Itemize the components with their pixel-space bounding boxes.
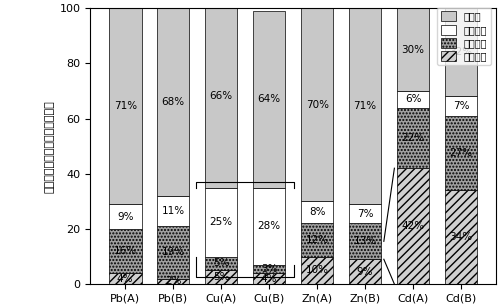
Bar [301, 223, 334, 257]
Bar [253, 11, 286, 188]
Text: 30%: 30% [402, 45, 424, 55]
Bar [157, 8, 190, 196]
Bar [253, 188, 286, 265]
Bar [157, 196, 190, 226]
Text: 10%: 10% [306, 265, 328, 275]
Bar [205, 257, 238, 270]
Bar [349, 204, 382, 223]
Bar [397, 8, 430, 91]
Bar [397, 107, 430, 168]
Text: 70%: 70% [306, 100, 328, 110]
Text: 6%: 6% [405, 94, 421, 104]
Text: 16%: 16% [114, 246, 136, 256]
Bar [349, 259, 382, 284]
Text: 11%: 11% [162, 206, 184, 216]
Bar [253, 273, 286, 284]
Text: 32%: 32% [450, 47, 472, 57]
Text: 7%: 7% [453, 101, 469, 111]
Text: 5%: 5% [213, 272, 230, 282]
Bar [445, 96, 478, 116]
Text: 68%: 68% [162, 97, 184, 107]
Bar [301, 257, 334, 284]
Text: 4%: 4% [261, 274, 278, 284]
Text: 3%: 3% [261, 264, 278, 274]
Bar [157, 226, 190, 279]
Bar [445, 190, 478, 284]
Text: 42%: 42% [402, 221, 424, 231]
Bar [109, 8, 142, 204]
Text: 5%: 5% [213, 258, 230, 268]
Text: 64%: 64% [258, 94, 280, 104]
Bar [109, 229, 142, 273]
Text: 2%: 2% [165, 276, 182, 286]
Text: 4%: 4% [117, 274, 134, 284]
Bar [253, 265, 286, 273]
Text: 25%: 25% [210, 217, 233, 227]
Text: 71%: 71% [114, 101, 136, 111]
Bar [205, 270, 238, 284]
Text: 9%: 9% [117, 212, 134, 221]
Text: 13%: 13% [354, 236, 376, 246]
Bar [445, 8, 478, 96]
Text: 9%: 9% [357, 267, 374, 277]
Bar [397, 168, 430, 284]
Y-axis label: 底泥重金属不同形态的百分含量: 底泥重金属不同形态的百分含量 [44, 100, 54, 192]
Bar [445, 116, 478, 190]
Bar [205, 6, 238, 188]
Bar [301, 201, 334, 223]
Bar [349, 8, 382, 204]
Text: 28%: 28% [258, 221, 280, 231]
Bar [205, 188, 238, 257]
Text: 34%: 34% [450, 232, 472, 242]
Text: 7%: 7% [357, 209, 374, 219]
Text: 22%: 22% [402, 133, 424, 143]
Text: 66%: 66% [210, 91, 233, 101]
Text: 71%: 71% [354, 101, 376, 111]
Text: 27%: 27% [450, 148, 472, 158]
Bar [397, 91, 430, 107]
Text: 19%: 19% [162, 247, 184, 257]
Bar [109, 273, 142, 284]
Text: 8%: 8% [309, 207, 326, 217]
Bar [301, 8, 334, 201]
Legend: 残渣态, 可氧化态, 可还原态, 可交换态: 残渣态, 可氧化态, 可还原态, 可交换态 [438, 7, 491, 65]
Bar [109, 204, 142, 229]
Text: 12%: 12% [306, 235, 328, 245]
Bar [349, 223, 382, 259]
Bar [157, 279, 190, 284]
